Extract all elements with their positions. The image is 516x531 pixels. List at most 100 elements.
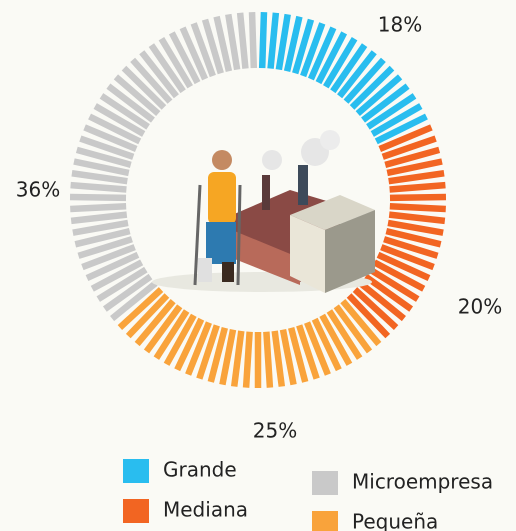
segment xyxy=(236,12,249,69)
segment xyxy=(70,181,127,193)
segment xyxy=(225,13,241,71)
segment xyxy=(196,324,220,380)
legend-label: Pequeña xyxy=(352,510,438,531)
segment xyxy=(106,83,155,123)
segment xyxy=(370,103,423,137)
segment xyxy=(361,83,410,123)
chimney xyxy=(298,165,308,205)
segment xyxy=(168,31,201,85)
person-head xyxy=(212,150,232,170)
segment xyxy=(70,203,127,213)
segment xyxy=(311,317,342,372)
segment xyxy=(267,12,280,69)
segment xyxy=(139,50,179,99)
segment xyxy=(372,259,426,292)
segment xyxy=(158,37,193,89)
segment xyxy=(213,15,233,72)
segment xyxy=(179,26,209,81)
segment xyxy=(72,219,129,236)
segment xyxy=(248,11,258,69)
building-side xyxy=(325,210,375,293)
segment xyxy=(74,227,131,248)
slice xyxy=(117,287,382,388)
segment xyxy=(275,13,291,71)
segment xyxy=(387,219,444,236)
segment xyxy=(148,43,186,94)
segment xyxy=(271,330,286,387)
segment xyxy=(323,37,358,89)
segment xyxy=(258,11,268,69)
segment xyxy=(110,280,158,322)
segment xyxy=(263,331,274,388)
building-top xyxy=(290,195,375,230)
segment xyxy=(381,135,437,160)
value-label: 20% xyxy=(458,295,502,319)
person-shoe xyxy=(222,262,234,282)
segment xyxy=(71,170,128,185)
legend-label: Microempresa xyxy=(352,470,493,494)
segment xyxy=(134,299,176,347)
segment xyxy=(99,93,150,130)
segment xyxy=(69,193,127,202)
value-label: 36% xyxy=(16,178,60,202)
segment xyxy=(174,317,205,372)
segment xyxy=(242,331,253,388)
value-label: 25% xyxy=(253,419,297,443)
segment xyxy=(102,273,153,312)
segment xyxy=(113,74,161,117)
segment xyxy=(143,304,183,354)
segment xyxy=(300,22,326,78)
segment xyxy=(386,158,443,177)
segment xyxy=(85,251,140,282)
chimney xyxy=(262,175,270,210)
segment xyxy=(96,266,148,302)
segment xyxy=(340,299,382,347)
segment xyxy=(330,43,368,94)
segment xyxy=(79,135,135,160)
segment xyxy=(319,313,353,366)
segment xyxy=(279,328,297,386)
segment xyxy=(125,293,170,339)
smoke xyxy=(262,150,282,170)
segment xyxy=(75,146,132,168)
segment xyxy=(349,65,395,110)
segment xyxy=(389,203,446,213)
segment xyxy=(374,113,428,145)
segment xyxy=(130,57,173,104)
value-labels: 18% 20% 25% 36% xyxy=(16,13,502,443)
legend-label: Mediana xyxy=(163,498,248,522)
segment xyxy=(292,18,315,75)
segment xyxy=(366,93,417,130)
value-label: 18% xyxy=(378,13,422,37)
segment xyxy=(81,244,136,271)
segment xyxy=(93,103,146,137)
segment xyxy=(296,324,320,380)
segment xyxy=(326,309,363,360)
segment xyxy=(315,31,348,85)
segment xyxy=(121,65,167,110)
segment xyxy=(70,211,128,225)
slice xyxy=(346,124,447,339)
segment xyxy=(355,74,403,117)
segment xyxy=(83,124,138,153)
segment xyxy=(77,236,133,259)
segment xyxy=(380,244,435,271)
segment xyxy=(88,113,142,145)
segment xyxy=(190,22,216,78)
segment xyxy=(343,57,386,104)
segment xyxy=(352,287,399,330)
legend-swatch xyxy=(123,499,149,523)
illustration xyxy=(152,130,375,293)
segment xyxy=(384,146,441,168)
slice xyxy=(258,11,428,145)
segment xyxy=(163,313,197,366)
person-cast xyxy=(198,258,212,282)
segment xyxy=(389,181,446,193)
building-front xyxy=(290,215,325,293)
factory-wall xyxy=(232,230,300,285)
segment xyxy=(117,287,164,330)
legend-swatch xyxy=(312,511,338,531)
segment xyxy=(73,158,130,177)
